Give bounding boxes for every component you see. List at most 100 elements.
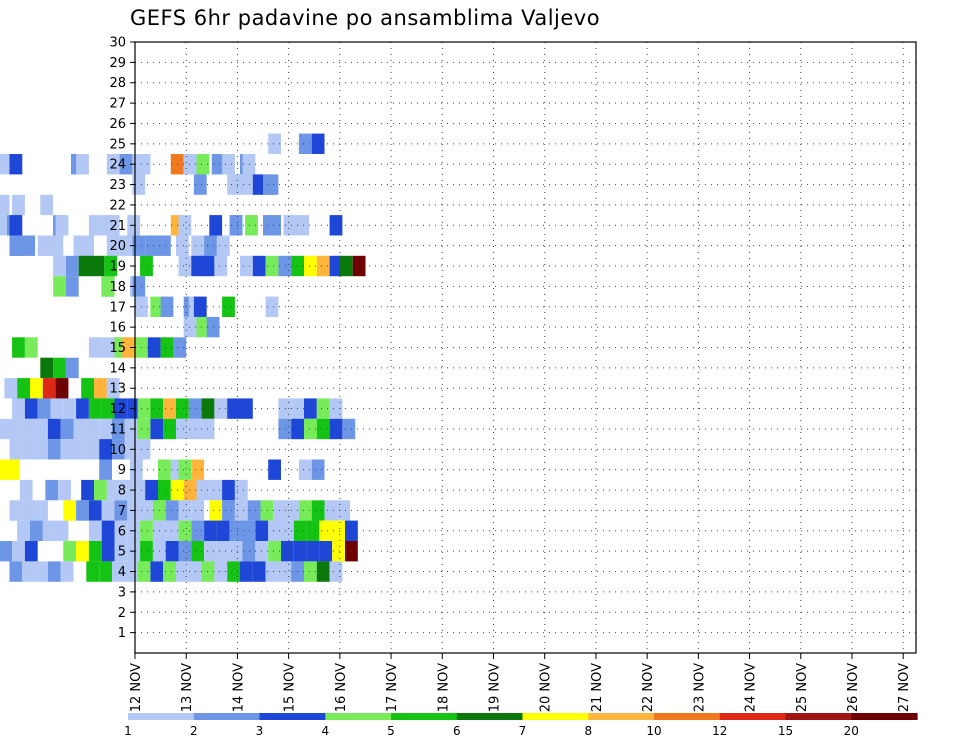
legend-swatch [719,713,787,720]
heatmap-cell [22,500,36,521]
heatmap-cell [86,439,100,460]
heatmap-cell [298,500,312,521]
legend-label: 1 [124,724,132,738]
heatmap-cell [329,255,343,277]
heatmap-cell [40,357,54,379]
heatmap-cell [332,520,345,541]
legend-swatch [851,713,918,720]
heatmap-cell [137,439,151,460]
heatmap-cell [204,520,217,541]
heatmap-cell [0,215,7,236]
heatmap-cell [229,541,243,562]
heatmap-cell [106,154,120,175]
heatmap-cell [101,276,115,297]
heatmap-cell [211,154,225,175]
heatmap-cell [55,378,69,399]
x-tick-label: 27 NOV [897,663,912,712]
heatmap-cell [227,398,240,419]
heatmap-cell [229,520,243,541]
y-tick-label: 1 [118,626,126,641]
y-tick-label: 18 [109,280,126,295]
heatmap-cell [252,561,266,582]
x-tick-label: 18 NOV [436,663,451,712]
heatmap-cell [222,296,235,317]
heatmap-cell [73,418,87,440]
heatmap-cell [281,541,294,562]
heatmap-cell [240,398,253,419]
heatmap-cell [106,378,120,399]
heatmap-cell [114,520,128,541]
heatmap-cell [24,398,38,419]
heatmap-cell [204,235,217,256]
heatmap-cell [0,459,7,480]
heatmap-cell [337,500,351,521]
heatmap-cell [158,459,171,480]
heatmap-cell [60,418,74,440]
y-tick-label: 6 [118,524,126,539]
heatmap-cell [293,520,307,541]
heatmap-cell [88,520,102,541]
heatmap-cell [63,541,77,562]
y-tick-label: 14 [109,361,126,376]
heatmap-cell [22,439,36,460]
heatmap-cell [252,174,266,195]
heatmap-cell [17,378,30,399]
legend-swatch [456,713,524,720]
heatmap-cell [76,541,89,562]
heatmap-cell [311,459,325,480]
heatmap-cell [222,479,235,501]
heatmap-cell [12,398,25,419]
heatmap-cell [88,215,102,236]
x-tick-label: 14 NOV [231,663,246,712]
y-tick-label: 15 [109,341,126,356]
y-tick-label: 21 [109,219,126,234]
y-tick-label: 12 [109,402,126,417]
heatmap-cell [114,500,128,521]
heatmap-cell [204,541,217,562]
heatmap-cell [311,500,325,521]
legend-label: 5 [387,724,395,738]
heatmap-cell [9,418,23,440]
heatmap-cell [42,378,56,399]
heatmap-cell [88,541,102,562]
heatmap-cell [101,541,115,562]
heatmap-cell [53,357,66,379]
heatmap-cell [88,500,102,521]
heatmap-cell [163,418,176,440]
y-tick-label: 22 [109,198,126,213]
heatmap-cell [227,561,240,582]
legend-label: 15 [778,724,793,738]
heatmap-cell [245,215,258,236]
y-tick-label: 13 [109,382,126,397]
heatmap-cell [158,479,171,501]
heatmap-cell [58,479,71,501]
heatmap-cell [12,541,25,562]
heatmap-cell [53,276,66,297]
heatmap-cell [342,418,356,440]
heatmap-cell [37,398,51,419]
heatmap-cell [216,235,230,256]
y-tick-label: 25 [109,137,126,152]
heatmap-cell [165,520,179,541]
heatmap-cell [119,235,133,256]
legend-swatch [325,713,392,720]
heatmap-cell [65,276,79,297]
legend-swatch [128,713,195,720]
heatmap-cell [222,154,235,175]
heatmap-cell [191,500,205,521]
y-tick-label: 11 [109,422,126,437]
heatmap-cell [129,459,143,480]
heatmap-cell [94,378,107,399]
heatmap-cell [53,255,66,277]
heatmap-cell [0,154,10,175]
heatmap-cell [306,541,320,562]
heatmap-cell [122,337,135,358]
heatmap-cell [22,235,36,256]
heatmap-cell [24,541,38,562]
legend-swatch [654,713,721,720]
heatmap-cell [242,541,256,562]
heatmap-cell [227,174,240,195]
heatmap-cell [178,520,192,541]
x-tick-label: 12 NOV [129,663,144,712]
